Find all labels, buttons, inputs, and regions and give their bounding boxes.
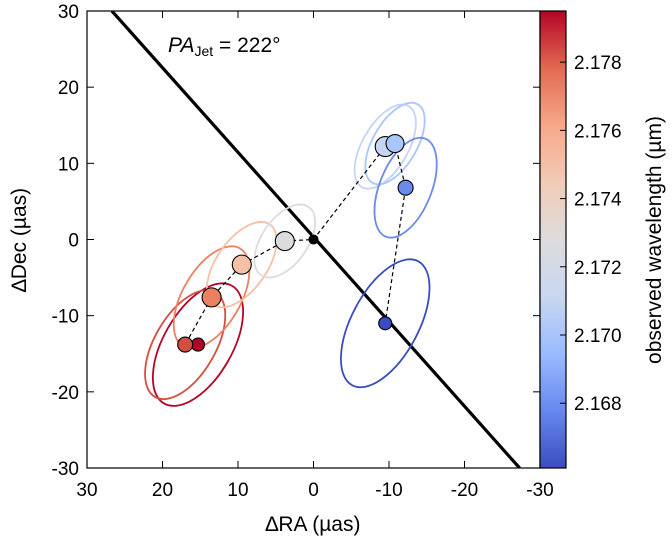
y-tick-label-1: 20 — [58, 78, 79, 99]
y-tick-label-6: -30 — [52, 459, 79, 480]
x-tick-label-6: -30 — [526, 480, 553, 501]
annotation-rest: = 222° — [213, 34, 280, 57]
y-axis-label: ∆Dec (µas) — [8, 188, 31, 292]
data-point-4 — [274, 230, 295, 252]
y-tick-label-2: 10 — [58, 154, 79, 175]
y-tick-label-5: -20 — [52, 383, 79, 404]
x-axis-label: ∆RA (µas) — [266, 513, 361, 536]
data-point-0 — [190, 337, 206, 352]
uncertainty-ellipse-0 — [151, 282, 245, 407]
x-tick-label-5: -20 — [451, 480, 478, 501]
x-tick-label-3: 0 — [308, 480, 319, 501]
uncertainty-ellipse-7 — [373, 136, 438, 239]
y-tick-label-4: -10 — [52, 307, 79, 328]
colorbar-tick-label-2: 2.174 — [574, 190, 622, 211]
annotation-subscript: Jet — [194, 43, 213, 59]
colorbar-gradient — [539, 10, 567, 469]
uncertainty-ellipse-4 — [253, 203, 317, 279]
y-tick-label-3: 0 — [68, 231, 79, 252]
colorbar-tick-label-5: 2.168 — [574, 394, 622, 415]
data-point-8 — [397, 179, 414, 196]
data-point-3 — [231, 254, 252, 275]
x-tick-label-4: -10 — [375, 480, 402, 501]
plot-area — [110, 11, 521, 468]
colorbar-label: observed wavelength (µm) — [643, 116, 666, 364]
uncertainty-ellipse-5 — [353, 103, 417, 190]
jet-angle-annotation: PAJet = 222° — [168, 34, 281, 59]
y-tick-label-0: 30 — [58, 2, 79, 23]
colorbar-tick-label-4: 2.170 — [574, 326, 622, 347]
data-point-5 — [308, 234, 319, 245]
data-point-9 — [378, 316, 393, 331]
x-tick-label-2: 10 — [227, 480, 248, 501]
x-tick-label-1: 20 — [152, 480, 173, 501]
annotation-main: PA — [168, 34, 194, 57]
data-point-1 — [177, 336, 194, 353]
colorbar-tick-label-3: 2.172 — [574, 258, 622, 279]
colorbar: 2.178 2.176 2.174 2.172 2.170 2.168 — [539, 10, 622, 469]
connecting-path — [184, 142, 407, 346]
data-point-7 — [385, 133, 405, 154]
x-tick-label-0: 30 — [76, 480, 97, 501]
uncertainty-ellipse-6 — [364, 101, 426, 186]
colorbar-tick-label-1: 2.176 — [574, 121, 622, 142]
colorbar-tick-label-0: 2.178 — [574, 53, 622, 74]
data-point-2 — [201, 287, 222, 308]
uncertainty-ellipse-8 — [340, 258, 431, 389]
